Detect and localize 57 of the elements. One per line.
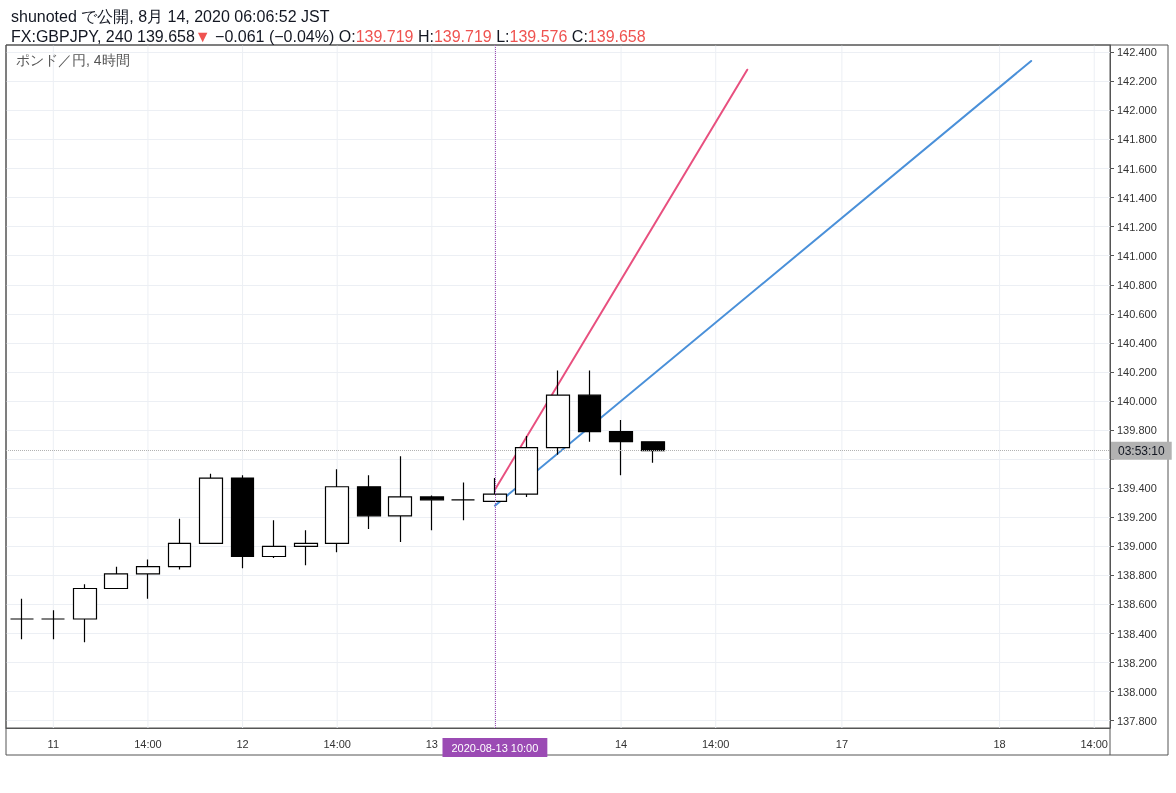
text: 03:53:10 (1118, 443, 1166, 458)
y-tick-label: 140.000 (1117, 395, 1157, 408)
y-tick-label: 138.600 (1117, 598, 1157, 611)
x-tick-label: 14:00 (701, 737, 730, 750)
y-tick-label: 139.200 (1117, 511, 1157, 524)
y-tick-label: 141.800 (1117, 133, 1157, 146)
x-tick-label: 11 (47, 737, 60, 750)
y-tick-label: 139.400 (1117, 482, 1157, 495)
candlestick (230, 474, 255, 569)
x-tick-label: 2020-08-13 10:00 (451, 741, 539, 754)
candlestick (514, 435, 539, 498)
candlestick (450, 481, 476, 521)
candlestick (293, 529, 319, 566)
candlestick (135, 558, 161, 600)
x-tick-label: 17 (835, 737, 849, 750)
candlestick (387, 455, 413, 543)
candlestick (545, 369, 571, 456)
y-tick-label: 142.000 (1117, 104, 1157, 117)
y-tick-label: 139.000 (1117, 540, 1157, 553)
x-tick-label: 13 (425, 737, 438, 750)
candlestick (482, 477, 508, 502)
candlestick (261, 519, 287, 559)
y-tick-label: 141.000 (1117, 249, 1157, 262)
x-tick-label: 18 (993, 737, 1006, 750)
x-tick-label: 12 (236, 737, 249, 750)
y-tick-label: 141.400 (1117, 191, 1157, 204)
candlestick (419, 494, 445, 531)
candlestick (198, 473, 224, 545)
y-tick-label: 137.800 (1117, 714, 1157, 727)
y-tick-label: 138.400 (1117, 627, 1157, 640)
candlestick (324, 468, 350, 553)
candlestick (72, 583, 98, 643)
candlestick (640, 441, 666, 464)
y-tick-label: 140.200 (1117, 365, 1157, 378)
y-tick-label: 138.200 (1117, 656, 1157, 669)
y-tick-label: 138.000 (1117, 685, 1157, 698)
y-tick-label: 141.200 (1117, 220, 1157, 233)
text: FX:GBPJPY, 240 139.658▼ −0.061 (−0.04%) O:139.719 H:139.719 L:139.576 C:139.658 (11, 27, 646, 45)
annotation: ポンド／円, 4時間 (16, 52, 130, 68)
x-tick-label: 14:00 (323, 737, 351, 750)
candlestick (608, 419, 634, 476)
y-tick-label: 142.400 (1117, 46, 1157, 59)
x-tick-label: 14:00 (1080, 737, 1108, 750)
y-tick-label: 141.600 (1117, 162, 1157, 175)
y-tick-label: 140.400 (1117, 336, 1157, 349)
x-tick-label: 14 (614, 737, 628, 750)
candlestick (577, 369, 602, 443)
y-tick-label: 140.600 (1117, 307, 1157, 320)
chart-title: shunoted で公開, 8月 14, 2020 06:06:52 JST (11, 7, 330, 25)
candlestick (356, 474, 382, 530)
y-tick-label: 140.800 (1117, 278, 1157, 291)
candlestick (103, 566, 129, 590)
x-tick-label: 14:00 (134, 737, 162, 750)
y-tick-label: 139.800 (1117, 424, 1157, 437)
y-tick-label: 142.200 (1117, 75, 1157, 88)
candlestick (167, 518, 192, 571)
y-tick-label: 138.800 (1117, 569, 1157, 582)
